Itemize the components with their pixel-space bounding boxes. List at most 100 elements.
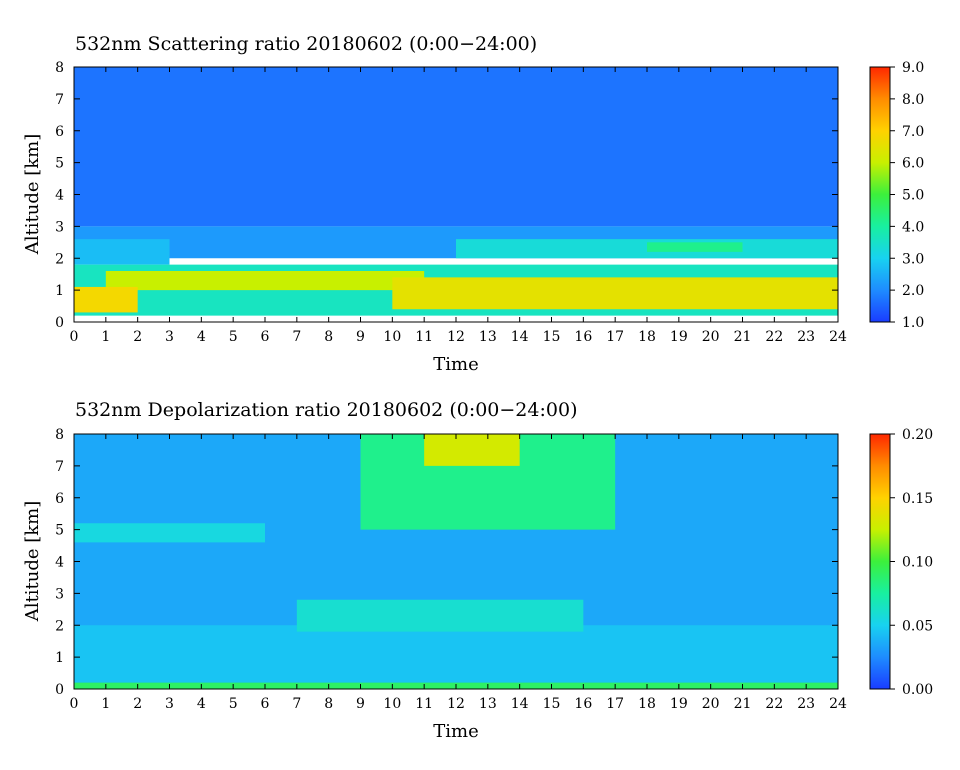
x-tick-label: 14 [511,696,529,712]
x-tick-label: 3 [165,696,174,712]
x-tick-label: 2 [133,696,142,712]
x-tick-label: 9 [356,329,365,345]
x-tick-label: 17 [606,696,624,712]
x-tick-label: 12 [447,696,465,712]
heatmap-layer [392,277,838,310]
colorbar-tick-label: 0.00 [902,682,933,698]
heatmap-layer [74,625,838,683]
x-tick-label: 20 [702,329,720,345]
heatmap-layer [74,239,170,265]
colorbar-tick-label: 6.0 [902,156,924,172]
scattering-ratio-colorbar: 1.0 2.0 3.0 4.0 5.0 6.0 7.0 8.0 9.0 [869,60,924,331]
x-tick-label: 16 [574,329,592,345]
colorbar-tick-label: 1.0 [902,315,924,331]
x-tick-label: 14 [511,329,529,345]
y-tick-label: 5 [55,156,64,172]
y-tick-label: 8 [55,60,64,76]
colorbar-tick-label: 0.15 [902,491,933,507]
depolarization-ratio-y-label: Altitude [km] [22,501,43,623]
x-tick-label: 22 [765,329,783,345]
colorbar-tick-label: 0.05 [902,618,933,634]
x-tick-label: 5 [229,329,238,345]
depolarization-ratio-heatmap [73,433,839,690]
depolarization-ratio-x-label: Time [433,721,478,742]
colorbar-tick-label: 3.0 [902,251,924,267]
y-tick-label: 3 [55,586,64,602]
y-tick-label: 6 [55,491,64,507]
depolarization-ratio-panel: 532nm Depolarization ratio 20180602 (0:0… [22,399,933,742]
x-tick-label: 18 [638,696,656,712]
x-tick-label: 1 [101,696,110,712]
x-tick-label: 18 [638,329,656,345]
x-tick-label: 12 [447,329,465,345]
colorbar-gradient [869,66,891,323]
x-tick-label: 4 [197,329,206,345]
x-tick-label: 0 [70,329,79,345]
x-tick-label: 9 [356,696,365,712]
y-tick-label: 6 [55,124,64,140]
colorbar-tick-label: 9.0 [902,60,924,76]
x-tick-label: 6 [261,696,270,712]
heatmap-layer [424,434,520,466]
scattering-ratio-y-ticks: 0 1 2 3 4 5 6 7 8 [55,60,838,331]
scattering-ratio-title: 532nm Scattering ratio 20180602 (0:00−24… [75,33,537,55]
y-tick-label: 4 [55,555,64,571]
depolarization-ratio-title: 532nm Depolarization ratio 20180602 (0:0… [75,399,577,421]
y-tick-label: 5 [55,523,64,539]
colorbar-tick-label: 0.10 [902,555,933,571]
y-tick-label: 2 [55,618,64,634]
x-tick-label: 22 [765,696,783,712]
y-tick-label: 8 [55,427,64,443]
x-tick-label: 23 [797,696,815,712]
x-tick-label: 1 [101,329,110,345]
x-tick-label: 10 [383,329,401,345]
y-tick-label: 3 [55,219,64,235]
scattering-ratio-x-ticks: 0 1 2 3 4 5 6 7 8 9 10 11 12 13 14 15 16 17 18 19 20 21 22 23 24 [70,67,847,345]
x-tick-label: 13 [479,696,497,712]
x-tick-label: 21 [734,329,752,345]
colorbar-tick-label: 0.20 [902,427,933,443]
x-tick-label: 2 [133,329,142,345]
scattering-ratio-x-label: Time [433,354,478,375]
heatmap-layer [74,286,138,313]
x-tick-label: 17 [606,329,624,345]
x-tick-label: 8 [324,696,333,712]
scattering-ratio-heatmap [73,66,839,323]
x-tick-label: 8 [324,329,333,345]
colorbar-gradient [869,433,891,690]
x-tick-label: 15 [543,696,561,712]
x-tick-label: 23 [797,329,815,345]
x-tick-label: 6 [261,329,270,345]
heatmap-layer [647,242,743,252]
x-tick-label: 11 [415,696,433,712]
heatmap-layer [74,523,265,543]
depolarization-ratio-x-ticks: 0 1 2 3 4 5 6 7 8 9 10 11 12 13 14 15 16 17 18 19 20 21 22 23 24 [70,434,847,712]
heatmap-layer [105,271,425,291]
x-tick-label: 19 [670,329,688,345]
y-tick-label: 7 [55,92,64,108]
x-tick-label: 7 [292,696,301,712]
y-tick-label: 2 [55,251,64,267]
y-tick-label: 0 [55,315,64,331]
x-tick-label: 15 [543,329,561,345]
x-tick-label: 24 [829,329,847,345]
x-tick-label: 13 [479,329,497,345]
scattering-ratio-y-label: Altitude [km] [22,134,43,256]
x-tick-label: 4 [197,696,206,712]
heatmap-layer [296,599,584,632]
colorbar-tick-label: 7.0 [902,124,924,140]
colorbar-tick-label: 8.0 [902,92,924,108]
y-tick-label: 7 [55,459,64,475]
heatmap-layer [74,67,838,227]
x-tick-label: 16 [574,696,592,712]
y-tick-label: 1 [55,650,64,666]
depolarization-ratio-y-ticks: 0 1 2 3 4 5 6 7 8 [55,427,838,698]
x-tick-label: 20 [702,696,720,712]
x-tick-label: 10 [383,696,401,712]
x-tick-label: 19 [670,696,688,712]
colorbar-tick-label: 4.0 [902,219,924,235]
x-tick-label: 11 [415,329,433,345]
scattering-ratio-panel: 532nm Scattering ratio 20180602 (0:00−24… [22,33,924,375]
x-tick-label: 24 [829,696,847,712]
